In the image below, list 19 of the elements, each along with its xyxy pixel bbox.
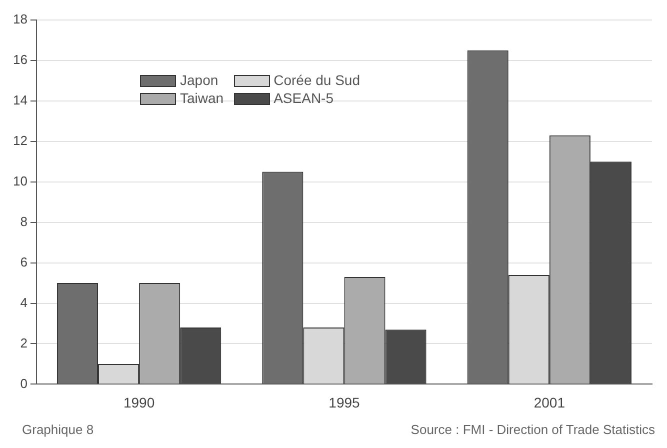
y-tick-label: 0 xyxy=(20,376,28,391)
text: Graphique 8 xyxy=(22,422,94,437)
y-tick-label: 14 xyxy=(12,92,28,108)
y-tick-label: 8 xyxy=(20,214,28,229)
y-tick-label: 10 xyxy=(12,173,28,188)
x-tick-label: 1990 xyxy=(123,394,155,410)
x-tick-label: 1995 xyxy=(328,394,360,410)
y-tick-label: 4 xyxy=(20,294,28,310)
source-note: Source : FMI - Direction of Trade Statistics xyxy=(410,422,655,437)
y-tick-label: 6 xyxy=(20,254,28,270)
legend-label: Corée du Sud xyxy=(272,72,360,88)
y-tick-label: 2 xyxy=(20,335,28,350)
y-tick-label: 12 xyxy=(12,132,28,148)
y-tick-label: 18 xyxy=(12,12,28,27)
x-tick-label: 2001 xyxy=(534,394,566,410)
legend-label: Japon xyxy=(179,72,220,88)
y-tick-label: 16 xyxy=(12,52,28,68)
legend-label: Taiwan xyxy=(179,90,224,106)
legend-label: ASEAN-5 xyxy=(272,90,335,106)
